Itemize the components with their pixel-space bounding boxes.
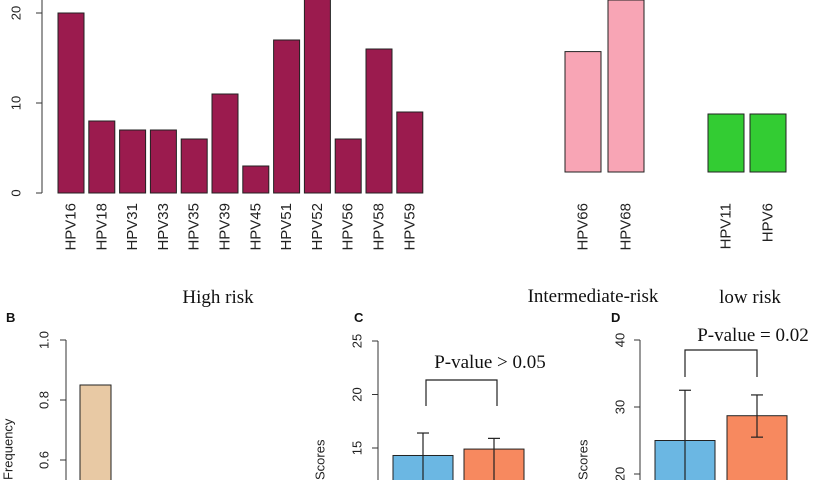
bar-hpv11 <box>707 113 745 173</box>
bar-hpv18 <box>88 120 116 194</box>
panel-label-c: C <box>354 310 364 325</box>
bar-hpv39 <box>211 93 239 194</box>
bar-hpv59 <box>396 111 424 194</box>
x-label-hpv18: HPV18 <box>93 203 110 251</box>
panel-d-p-value: P-value = 0.02 <box>697 325 809 346</box>
bar-hpv35 <box>180 138 208 194</box>
panel-c-y-tick-label: 20 <box>350 387 365 401</box>
panel-b-y-tick-label: 0.6 <box>37 451 52 469</box>
x-label-hpv33: HPV33 <box>155 203 172 251</box>
x-label-hpv11: HPV11 <box>718 203 735 249</box>
panel-c-p-value: P-value > 0.05 <box>434 352 546 373</box>
bar-hpv6 <box>749 113 787 173</box>
bar-hpv66 <box>564 51 602 173</box>
panel-label-d: D <box>611 310 620 325</box>
group-label: Intermediate-risk <box>528 286 659 307</box>
bar-hpv51 <box>273 39 301 194</box>
panel-b-y-tick-label: 1.0 <box>37 331 52 349</box>
panel-c-y-tick-label: 25 <box>350 334 365 348</box>
x-label-hpv16: HPV16 <box>63 203 80 251</box>
panel-label-b: B <box>6 310 15 325</box>
x-label-hpv58: HPV58 <box>371 203 388 251</box>
panel-b-bar <box>79 384 112 480</box>
panel-b-y-tick-label: 0.8 <box>37 391 52 409</box>
x-label-hpv51: HPV51 <box>278 203 295 251</box>
x-label-hpv6: HPV6 <box>760 203 777 242</box>
panel-d-y-axis-title: Scores <box>576 439 591 480</box>
x-label-hpv68: HPV68 <box>618 203 635 251</box>
bar-hpv58 <box>365 48 393 194</box>
x-label-hpv52: HPV52 <box>309 203 326 251</box>
bar-hpv68 <box>607 0 645 173</box>
bar-hpv31 <box>119 129 147 194</box>
panel-d-y-tick-label: 30 <box>613 400 628 414</box>
panel-d-significance-bracket <box>684 349 758 377</box>
x-label-hpv59: HPV59 <box>401 203 418 251</box>
panel-d-y-tick-label: 20 <box>613 467 628 480</box>
x-label-hpv39: HPV39 <box>217 203 234 251</box>
x-label-hpv45: HPV45 <box>247 203 264 251</box>
panel-a-y-tick-label: 20 <box>9 6 24 20</box>
panel-c-significance-bracket <box>425 379 498 406</box>
panel-b-y-axis-title: Frequency <box>1 418 16 480</box>
x-label-hpv31: HPV31 <box>124 203 141 251</box>
bar-hpv33 <box>149 129 177 194</box>
x-label-hpv66: HPV66 <box>575 203 592 251</box>
group-label: High risk <box>182 287 254 308</box>
x-label-hpv35: HPV35 <box>186 203 203 251</box>
panel-a-y-tick-label: 10 <box>9 96 24 110</box>
panel-a-y-tick-label: 0 <box>9 189 24 196</box>
panel-c-y-tick-label: 15 <box>350 441 365 455</box>
bar-hpv45 <box>242 165 270 194</box>
x-label-hpv56: HPV56 <box>340 203 357 251</box>
group-label: low risk <box>719 287 781 308</box>
bar-hpv56 <box>334 138 362 194</box>
bar-hpv16 <box>57 12 85 194</box>
panel-c-y-axis-title: Scores <box>313 439 328 480</box>
bar-hpv52 <box>303 0 331 194</box>
panel-d-y-tick-label: 40 <box>613 333 628 347</box>
